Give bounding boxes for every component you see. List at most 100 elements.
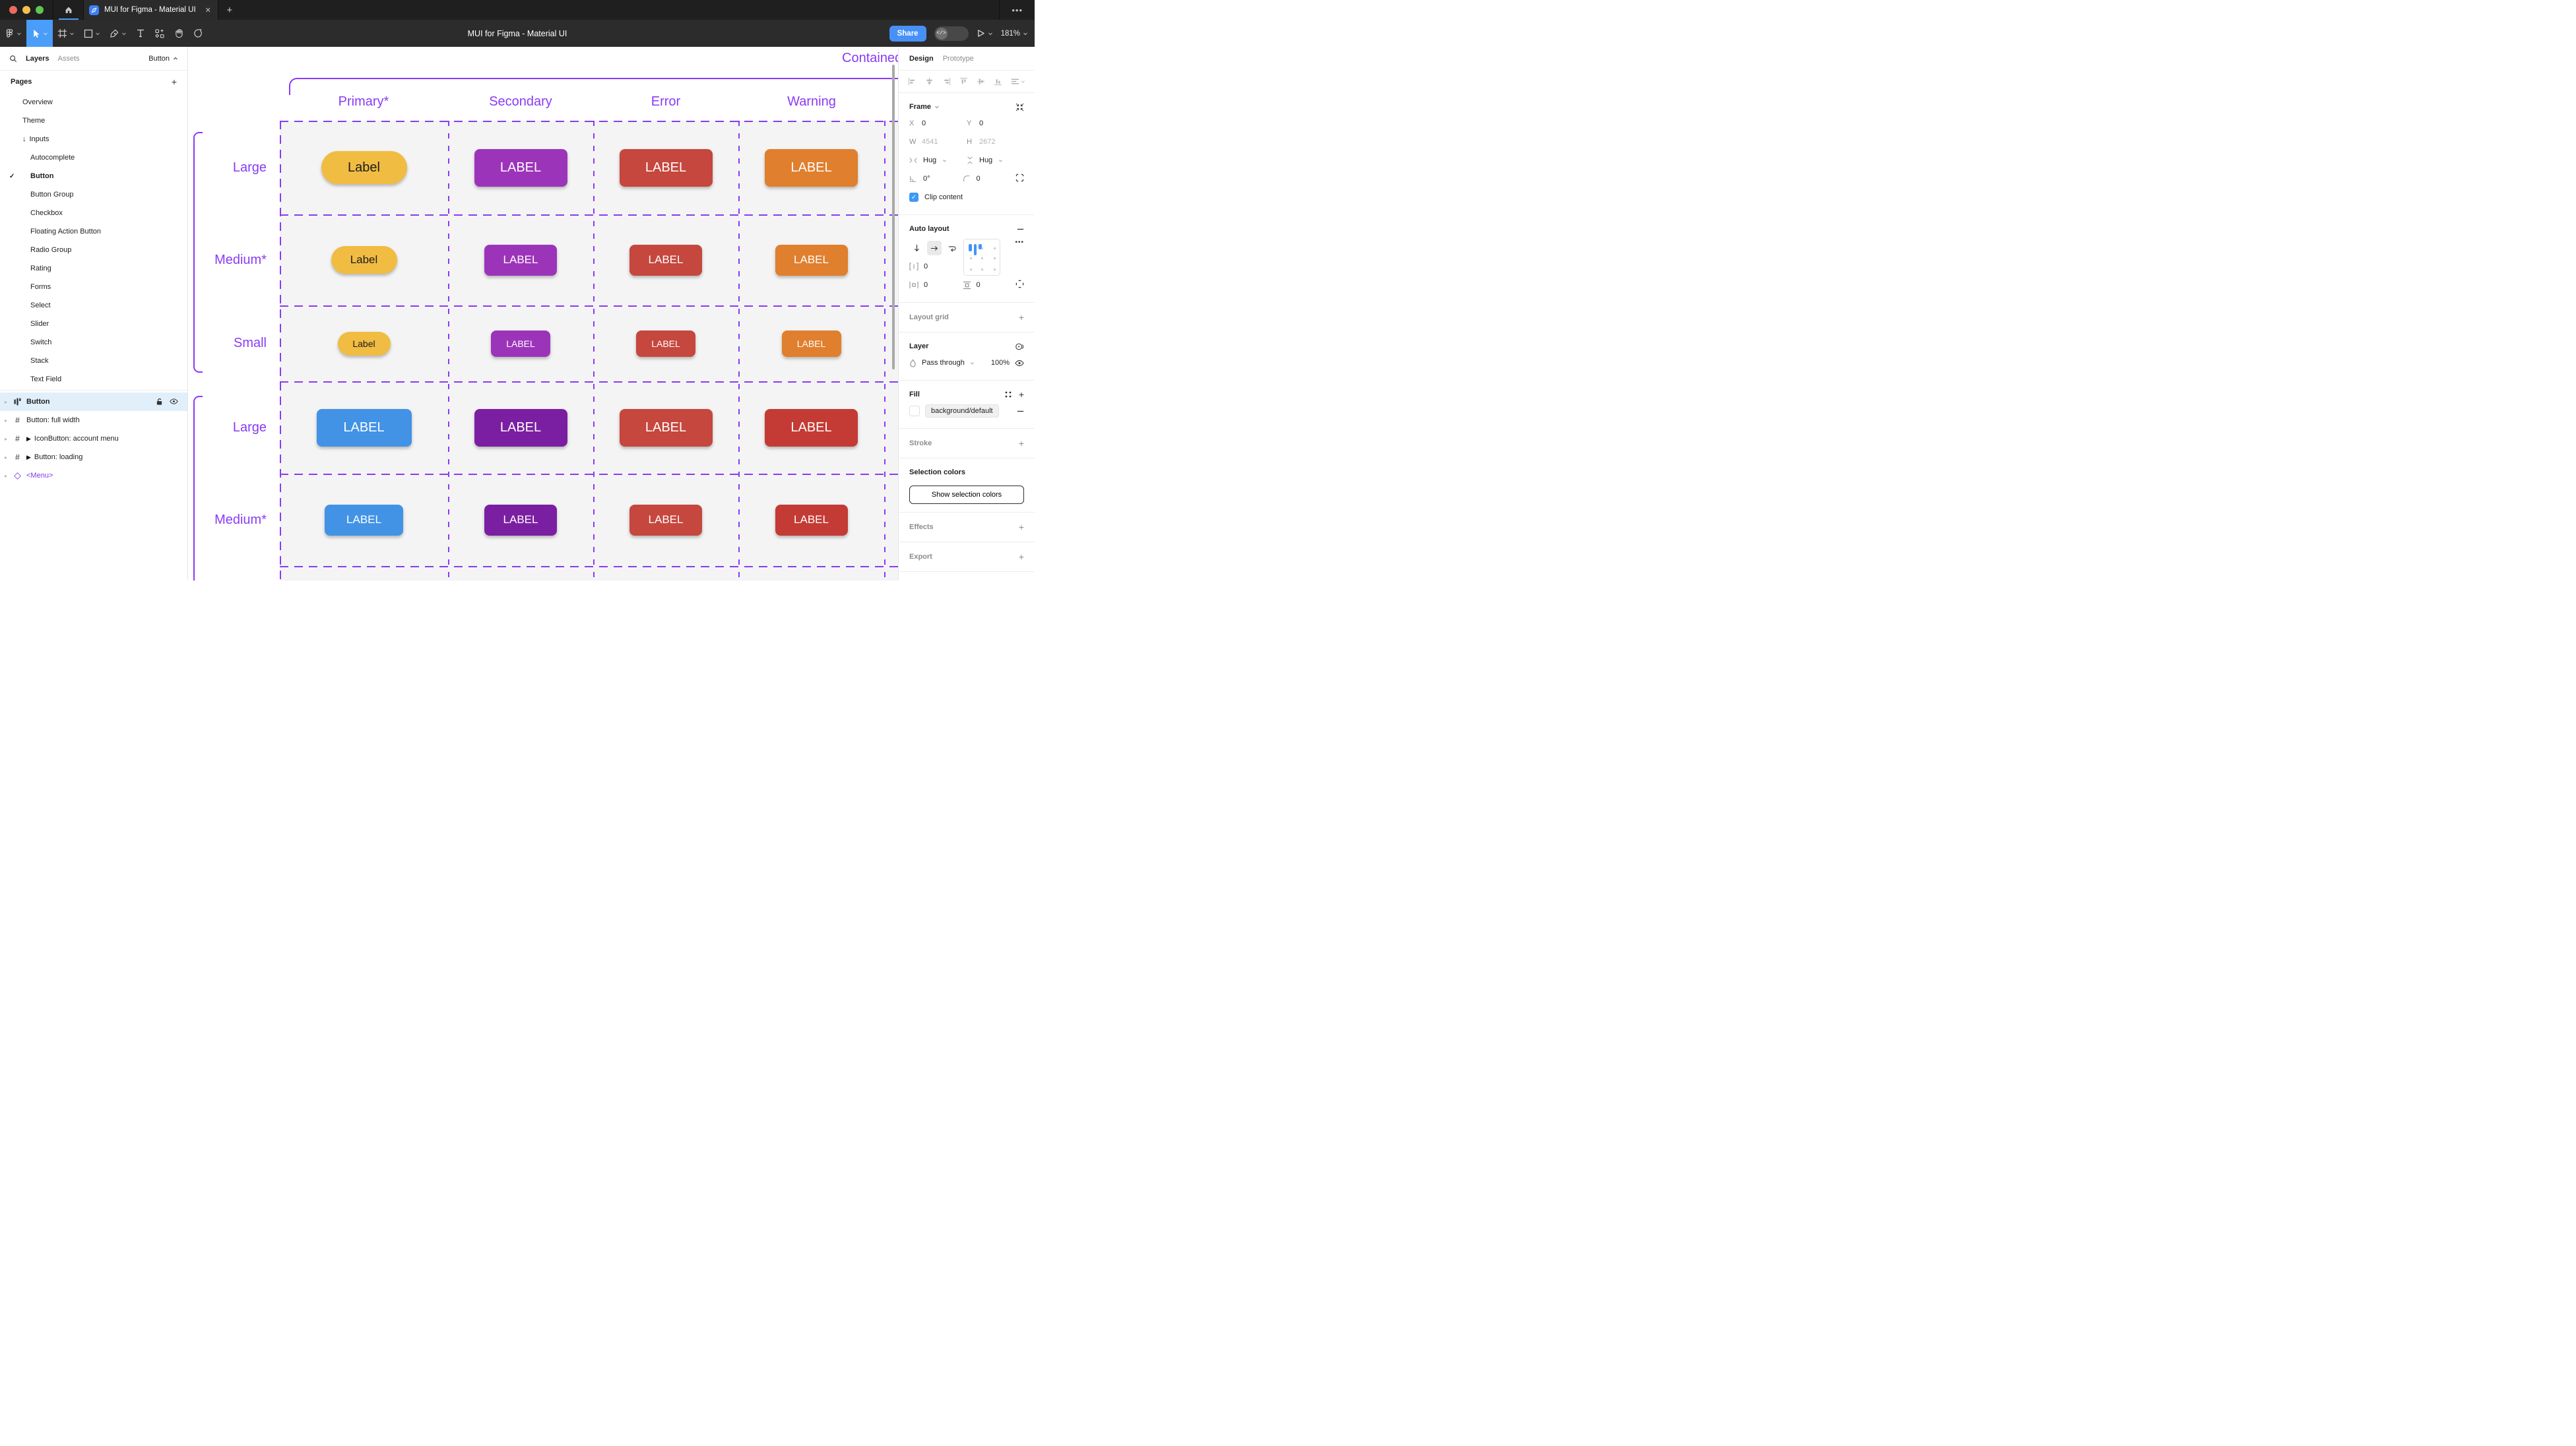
remove-auto-layout-button[interactable] [1017,226,1024,233]
shape-tool-button[interactable] [79,20,105,47]
page-item-forms[interactable]: Forms [0,278,187,296]
close-window-button[interactable] [9,6,17,14]
page-item-rating[interactable]: Rating [0,259,187,278]
new-tab-button[interactable]: + [226,4,233,16]
add-effect-button[interactable]: + [1018,522,1024,532]
expand-chevron-icon[interactable]: ▸ [5,417,8,424]
show-selection-colors-button[interactable]: Show selection colors [909,486,1024,504]
alignment-widget[interactable] [963,239,1000,276]
canvas-button-small-primary[interactable]: Label [337,331,391,356]
canvas[interactable]: Contained Primary* Secondary Error Warning … [188,47,898,581]
maximize-window-button[interactable] [36,6,44,14]
dev-mode-toggle[interactable]: </> [934,26,969,41]
align-horizontal-center-icon[interactable] [925,77,934,86]
page-item-checkbox[interactable]: Checkbox [0,204,187,222]
canvas-button-large-primary[interactable]: LABEL [316,408,412,447]
minimize-window-button[interactable] [22,6,30,14]
page-item-button[interactable]: ✓ Button [0,167,187,185]
tab-assets[interactable]: Assets [57,54,80,63]
tidy-up-menu[interactable] [1011,77,1025,86]
remove-fill-button[interactable] [1017,408,1024,415]
zoom-menu[interactable]: 181% [1001,30,1028,38]
layer-item-button[interactable]: ▸ Button [0,393,187,411]
individual-padding-icon[interactable] [1015,280,1024,288]
expand-chevron-icon[interactable]: ▸ [5,398,8,405]
auto-layout-wrap-button[interactable] [945,241,959,255]
canvas-button-large-error[interactable]: LABEL [619,408,713,447]
expand-chevron-icon[interactable]: ▸ [5,435,8,442]
search-icon[interactable] [9,55,17,63]
page-item-switch[interactable]: Switch [0,333,187,352]
align-right-icon[interactable] [942,77,951,86]
page-item-theme[interactable]: Theme [0,111,187,130]
present-button[interactable] [977,29,993,38]
fill-color-swatch[interactable] [909,406,920,416]
layer-item-button-full-width[interactable]: ▸ # Button: full width [0,411,187,429]
width-value[interactable]: 4541 [922,138,938,146]
vertical-sizing-value[interactable]: Hug [979,156,993,164]
page-item-autocomplete[interactable]: Autocomplete [0,148,187,167]
eye-icon[interactable] [170,398,178,405]
y-value[interactable]: 0 [979,119,984,127]
canvas-button-medium-error[interactable]: LABEL [629,504,702,536]
gap-value[interactable]: 0 [924,263,928,270]
blend-mode-icon[interactable] [1015,342,1024,351]
fill-style-token[interactable]: background/default [925,404,999,418]
canvas-button-medium-primary[interactable]: LABEL [325,504,403,536]
canvas-button-medium-secondary[interactable]: LABEL [484,504,557,536]
titlebar-overflow-menu[interactable]: ••• [999,0,1035,20]
frame-tool-button[interactable] [53,20,79,47]
expand-chevron-icon[interactable]: ▸ [5,454,8,460]
move-tool-button[interactable] [26,20,53,47]
page-item-select[interactable]: Select [0,296,187,315]
canvas-button-small-error[interactable]: LABEL [636,330,695,357]
canvas-button-small-warning[interactable]: LABEL [781,330,841,357]
rotation-value[interactable]: 0° [923,175,930,183]
canvas-button-small-secondary[interactable]: LABEL [491,330,550,357]
height-value[interactable]: 2672 [979,138,996,146]
hand-tool-button[interactable] [170,20,189,47]
page-item-slider[interactable]: Slider [0,315,187,333]
canvas-button-medium-secondary[interactable]: LABEL [484,244,557,276]
comment-tool-button[interactable] [189,20,208,47]
canvas-button-large-primary[interactable]: Label [321,151,407,184]
canvas-button-medium-warning[interactable]: LABEL [775,504,848,536]
styles-icon[interactable] [1004,391,1012,398]
canvas-button-large-secondary[interactable]: LABEL [474,408,567,447]
tab-design[interactable]: Design [909,54,934,63]
canvas-button-medium-warning[interactable]: LABEL [775,244,848,276]
layer-item--menu-[interactable]: ▸ <Menu> [0,466,187,485]
share-button[interactable]: Share [889,25,926,42]
main-menu-button[interactable] [0,20,26,47]
canvas-button-medium-error[interactable]: LABEL [629,244,702,276]
tab-layers[interactable]: Layers [26,54,49,63]
corner-radius-value[interactable]: 0 [976,175,981,183]
layer-item-iconbutton-account-menu[interactable]: ▸ # ▶ IconButton: account menu [0,429,187,448]
vertical-padding-value[interactable]: 0 [976,281,981,289]
shrink-to-fit-icon[interactable] [1015,103,1024,111]
canvas-button-large-warning[interactable]: LABEL [765,148,858,187]
add-layout-grid-button[interactable]: + [1018,312,1024,323]
layer-item-button-loading[interactable]: ▸ # ▶ Button: loading [0,448,187,466]
add-export-button[interactable]: + [1018,551,1024,562]
blend-mode-value[interactable]: Pass through [922,359,965,367]
page-item-button-group[interactable]: Button Group [0,185,187,204]
page-selector[interactable]: Button [148,55,178,63]
page-item-inputs[interactable]: ↓ Inputs [0,130,187,148]
align-left-icon[interactable] [908,77,917,86]
align-bottom-icon[interactable] [994,77,1002,86]
align-top-icon[interactable] [959,77,968,86]
eye-icon[interactable] [1015,360,1024,367]
canvas-button-medium-primary[interactable]: Label [331,246,397,274]
canvas-scrollbar[interactable] [892,65,895,369]
auto-layout-more-button[interactable]: ••• [1015,239,1024,246]
canvas-button-large-warning[interactable]: LABEL [765,408,858,447]
actions-tool-button[interactable] [150,20,170,47]
text-tool-button[interactable] [131,20,150,47]
unlock-icon[interactable] [156,398,163,406]
page-item-overview[interactable]: Overview [0,93,187,111]
page-item-text-field[interactable]: Text Field [0,370,187,389]
frame-section-title[interactable]: Frame [909,103,940,111]
expand-chevron-icon[interactable]: ▸ [5,472,8,479]
independent-corners-icon[interactable] [1015,173,1024,182]
